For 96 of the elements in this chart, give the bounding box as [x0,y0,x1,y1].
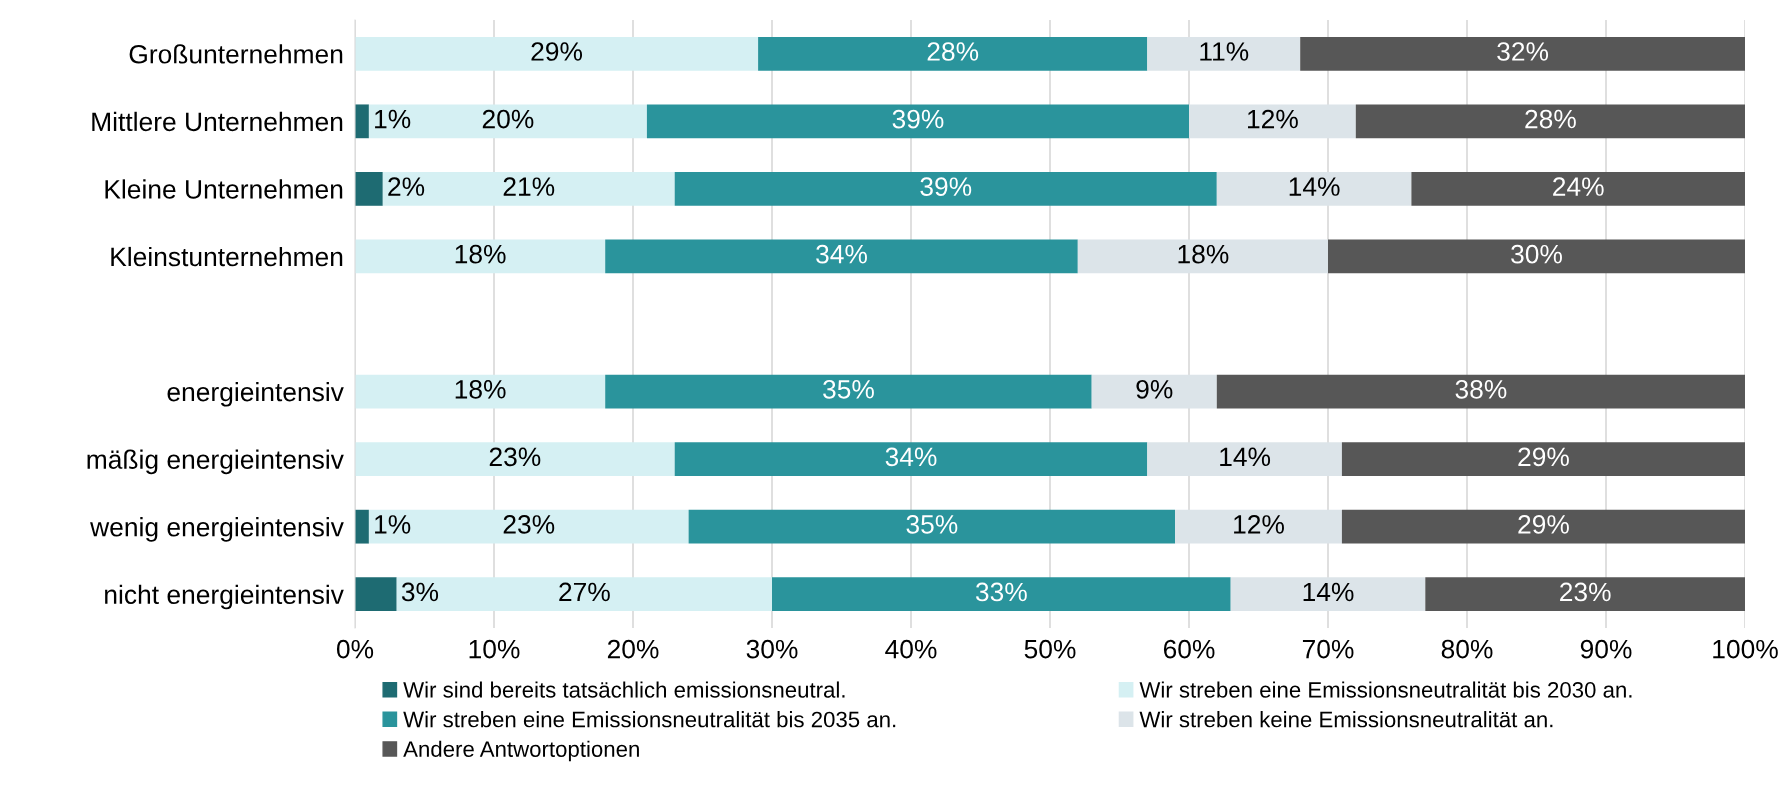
data-label: 29% [531,42,583,61]
data-label: 30% [1511,244,1562,264]
data-label: 24% [1553,177,1604,196]
data-label: 29% [1518,447,1569,467]
legend-label: Wir streben keine Emissionsneutralität an. [1139,711,1553,728]
data-label: 3% [401,582,439,602]
bar [368,104,647,139]
bar [1077,239,1328,274]
x-tick-label: 30% [746,639,798,659]
data-label: 18% [455,379,506,399]
data-label: 27% [559,582,610,602]
bar [1425,577,1745,612]
y-tick-label: Mittlere Unternehmen [92,111,343,132]
data-label: 12% [1248,109,1298,129]
data-label: 12% [1234,515,1284,534]
data-label: 32% [1497,42,1549,61]
data-label: 18% [1178,244,1229,264]
bar [355,509,369,544]
data-label: 23% [489,447,541,467]
bar [1216,374,1745,409]
x-tick-label: 60% [1163,639,1215,659]
x-tick-label: 80% [1441,639,1493,659]
bar [355,239,606,274]
bar [1230,577,1426,612]
data-label: 14% [1289,177,1340,196]
bar [1189,104,1356,139]
x-tick-label: 10% [469,639,520,659]
y-tick-label: Kleinstunternehmen [111,246,343,267]
data-label: 35% [823,379,874,399]
data-label: 14% [1220,447,1271,467]
y-tick-label: wenig energieintensiv [90,517,344,542]
bar [1175,509,1342,544]
bar [772,577,1231,612]
bar [355,442,675,476]
legend-label: Andere Antwortoptionen [403,740,639,762]
legend-label: Wir streben eine Emissionsneutralität bis 2035 an. [403,711,896,728]
bar [1341,509,1745,544]
bar [355,374,606,409]
bar [355,104,369,139]
bar [1328,239,1745,274]
bar [1147,36,1301,71]
bar [1091,374,1217,409]
data-label: 18% [455,244,506,264]
data-label: 11% [1200,42,1249,61]
bar [646,104,1189,139]
data-label: 34% [816,244,867,264]
bar [368,509,689,544]
bar [1300,36,1745,71]
bar [1355,104,1745,139]
data-label: 39% [892,109,944,129]
bar [674,442,1148,476]
bar [758,36,1148,71]
x-tick-label: 100% [1713,639,1778,659]
data-label: 29% [1518,515,1569,534]
data-label: 23% [503,515,555,534]
data-label: 1% [375,109,411,129]
data-label: 28% [927,42,979,61]
x-tick-label: 50% [1024,639,1076,659]
bar [355,36,759,71]
bar [674,172,1217,206]
y-tick-label: nicht energieintensiv [105,584,344,610]
bar [605,239,1078,274]
bar [1341,442,1745,476]
data-label: 38% [1455,379,1507,399]
x-tick-label: 40% [885,639,937,659]
x-tick-label: 20% [607,639,659,659]
x-tick-label: 0% [336,639,374,659]
y-tick-label: Großunternehmen [129,44,343,64]
y-tick-label: energieintensiv [167,381,344,407]
data-label: 2% [388,177,425,196]
x-tick-label: 70% [1302,639,1354,659]
bar [1147,442,1342,476]
data-label: 20% [482,109,534,129]
bar [688,509,1176,544]
bar [1216,172,1412,206]
data-label: 28% [1525,109,1576,129]
y-tick-label: Kleine Unternehmen [105,179,343,199]
data-label: 35% [906,515,958,534]
x-tick-label: 90% [1580,639,1632,659]
legend-label: Wir streben eine Emissionsneutralität bis 2030 an. [1139,681,1632,698]
y-tick-label: mäßig energieintensiv [87,449,344,475]
data-label: 14% [1303,582,1354,602]
bar [355,577,397,612]
data-label: 33% [975,582,1027,602]
data-label: 23% [1560,582,1611,602]
bar [605,374,1092,409]
data-label: 39% [920,177,972,196]
data-label: 21% [503,177,555,196]
bar [355,172,383,206]
bar [396,577,772,612]
data-label: 9% [1136,379,1173,399]
bar [382,172,675,206]
data-label: 34% [885,447,937,467]
data-label: 1% [375,515,411,534]
bar [1411,172,1745,206]
legend-label: Wir sind bereits tatsächlich emissionsneutral. [403,681,845,698]
